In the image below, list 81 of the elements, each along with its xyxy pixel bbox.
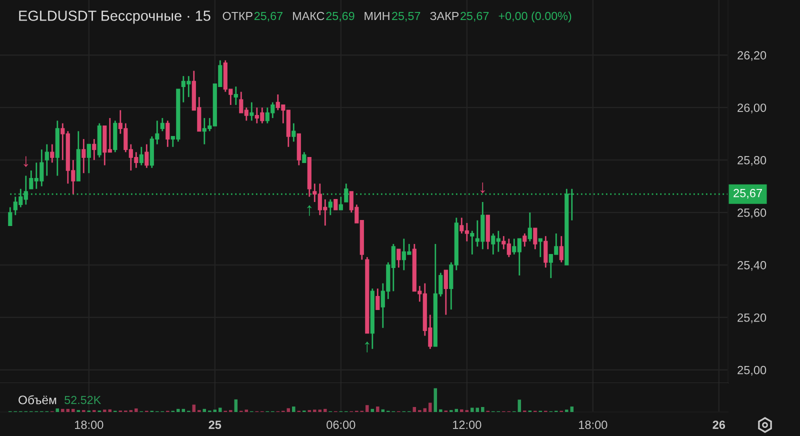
x-tick-label: 12:00	[453, 420, 482, 430]
bar	[570, 406, 574, 412]
candlestick	[144, 144, 149, 169]
candlestick	[396, 248, 401, 268]
bar	[66, 408, 70, 412]
candlestick	[86, 144, 91, 174]
y-tick-label: 26,00	[738, 104, 766, 114]
bar	[460, 409, 464, 412]
bar	[192, 404, 196, 412]
candlestick	[250, 102, 254, 122]
candlestick	[160, 117, 164, 132]
annotation: +0,00 (0.00%)	[498, 12, 572, 22]
bar	[61, 408, 64, 412]
bar	[286, 408, 290, 412]
bar	[370, 408, 374, 412]
y-tick-label: 25,00	[738, 366, 766, 376]
bar	[439, 409, 442, 412]
bar	[202, 408, 206, 412]
ref-line-label: 25,67	[734, 188, 762, 199]
candlestick	[470, 230, 474, 256]
candlestick	[44, 144, 49, 176]
bar	[292, 406, 296, 412]
annotation: ЗАКР25,67	[430, 12, 489, 22]
x-tick-label: 25	[208, 420, 222, 430]
candlestick	[292, 122, 296, 142]
bar	[182, 408, 186, 412]
candlestick	[334, 198, 338, 210]
y-tick-label: 25,20	[738, 313, 766, 324]
annotation: ОТКР25,67	[222, 12, 282, 22]
annotation: ↓	[24, 156, 28, 167]
candlestick	[444, 270, 448, 316]
candlestick	[92, 138, 96, 161]
candlestick	[50, 144, 54, 164]
bar	[423, 408, 427, 412]
annotation: МИН25,57	[364, 12, 420, 22]
bar	[470, 408, 474, 412]
y-tick-label: 25,80	[738, 156, 766, 166]
candlestick	[234, 86, 238, 106]
text: EGLDUSDT Бессрочные · 15	[19, 10, 210, 24]
x-tick-label: 18:00	[579, 420, 608, 430]
bar	[481, 407, 484, 412]
y-tick-label: 26,20	[738, 51, 766, 61]
bar	[218, 408, 222, 412]
annotation: ↑	[365, 342, 370, 352]
bar	[56, 408, 60, 412]
bar	[72, 408, 75, 412]
bar	[428, 402, 432, 412]
y-tick-label: 25,60	[738, 208, 766, 218]
bar	[366, 405, 369, 412]
bar	[324, 408, 327, 412]
candlestick	[302, 151, 306, 164]
candlestick	[8, 206, 12, 226]
x-tick-label: 06:00	[326, 420, 356, 430]
candlestick	[559, 235, 564, 264]
candlestick	[82, 138, 86, 174]
bar	[376, 406, 380, 412]
annotation: 52.52K	[64, 396, 101, 404]
candlestick	[544, 235, 548, 268]
candlestick	[522, 232, 527, 248]
y-tick-label: 25,40	[738, 260, 766, 271]
annotation: ↓	[480, 182, 485, 194]
candlestick	[528, 212, 532, 242]
bar	[454, 408, 458, 412]
annotation: ↑	[307, 205, 312, 216]
bar	[134, 408, 138, 412]
candlestick	[533, 228, 538, 250]
candlestick	[166, 120, 170, 148]
bar	[234, 399, 238, 412]
candlestick	[328, 198, 332, 216]
x-tick-label: 18:00	[75, 420, 104, 430]
candlestick	[139, 146, 144, 166]
bar	[434, 388, 438, 412]
bar	[412, 407, 416, 412]
annotation: МАКС25,69	[293, 12, 354, 22]
bar	[176, 408, 180, 412]
bar	[518, 400, 522, 412]
bar	[476, 408, 480, 412]
candlestick	[376, 288, 380, 310]
x-tick-label: 26	[712, 420, 726, 430]
candlestick	[538, 238, 542, 258]
chart-title: Объём	[18, 395, 56, 404]
